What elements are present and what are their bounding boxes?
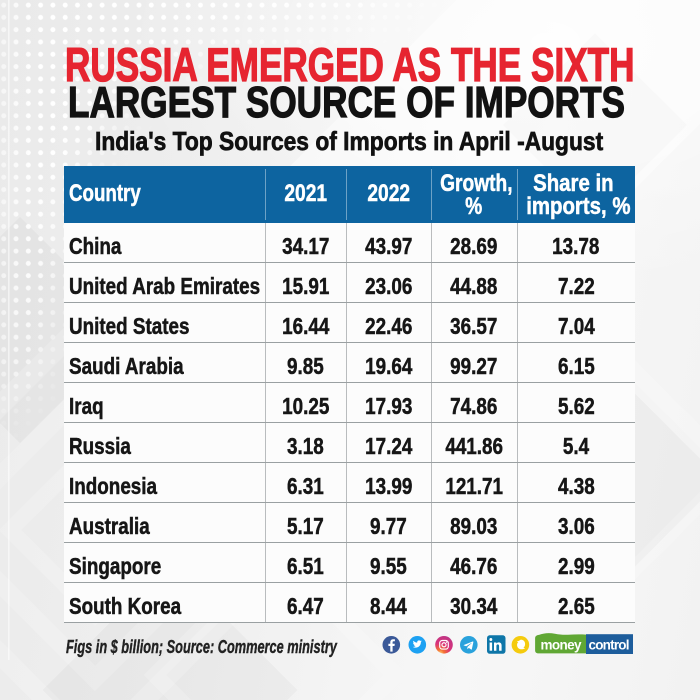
svg-text:control: control bbox=[589, 637, 630, 652]
svg-text:money: money bbox=[541, 637, 582, 652]
